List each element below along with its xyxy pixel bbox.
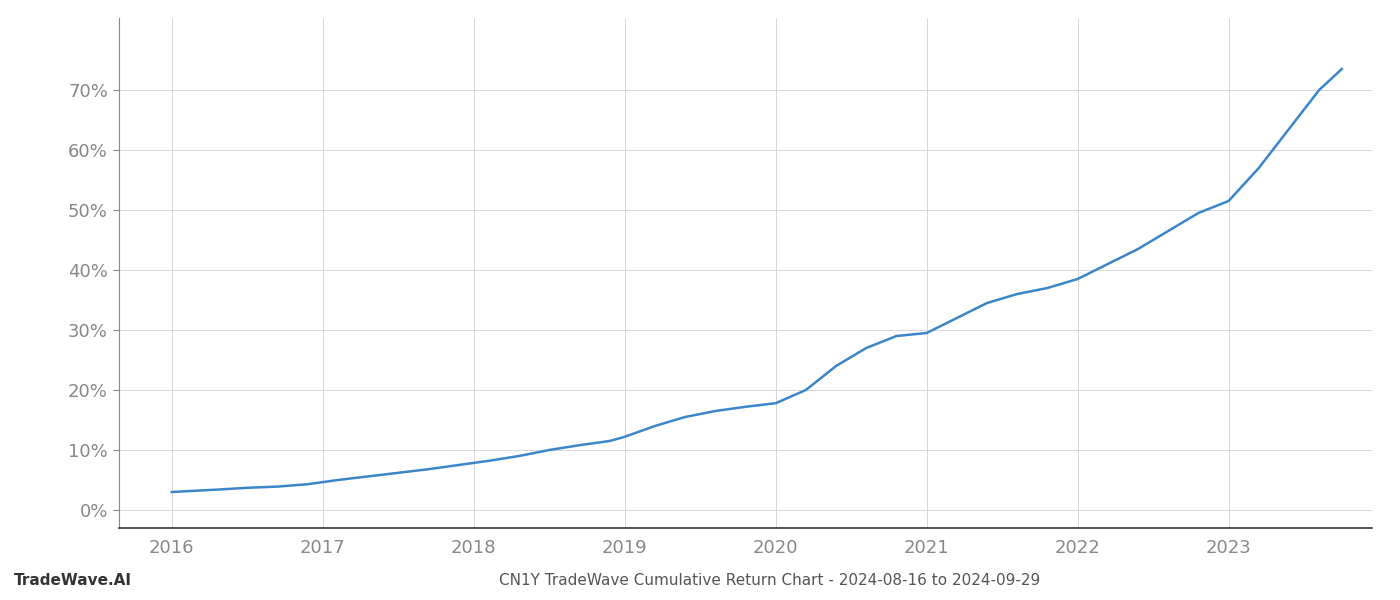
Text: CN1Y TradeWave Cumulative Return Chart - 2024-08-16 to 2024-09-29: CN1Y TradeWave Cumulative Return Chart -… bbox=[500, 573, 1040, 588]
Text: TradeWave.AI: TradeWave.AI bbox=[14, 573, 132, 588]
